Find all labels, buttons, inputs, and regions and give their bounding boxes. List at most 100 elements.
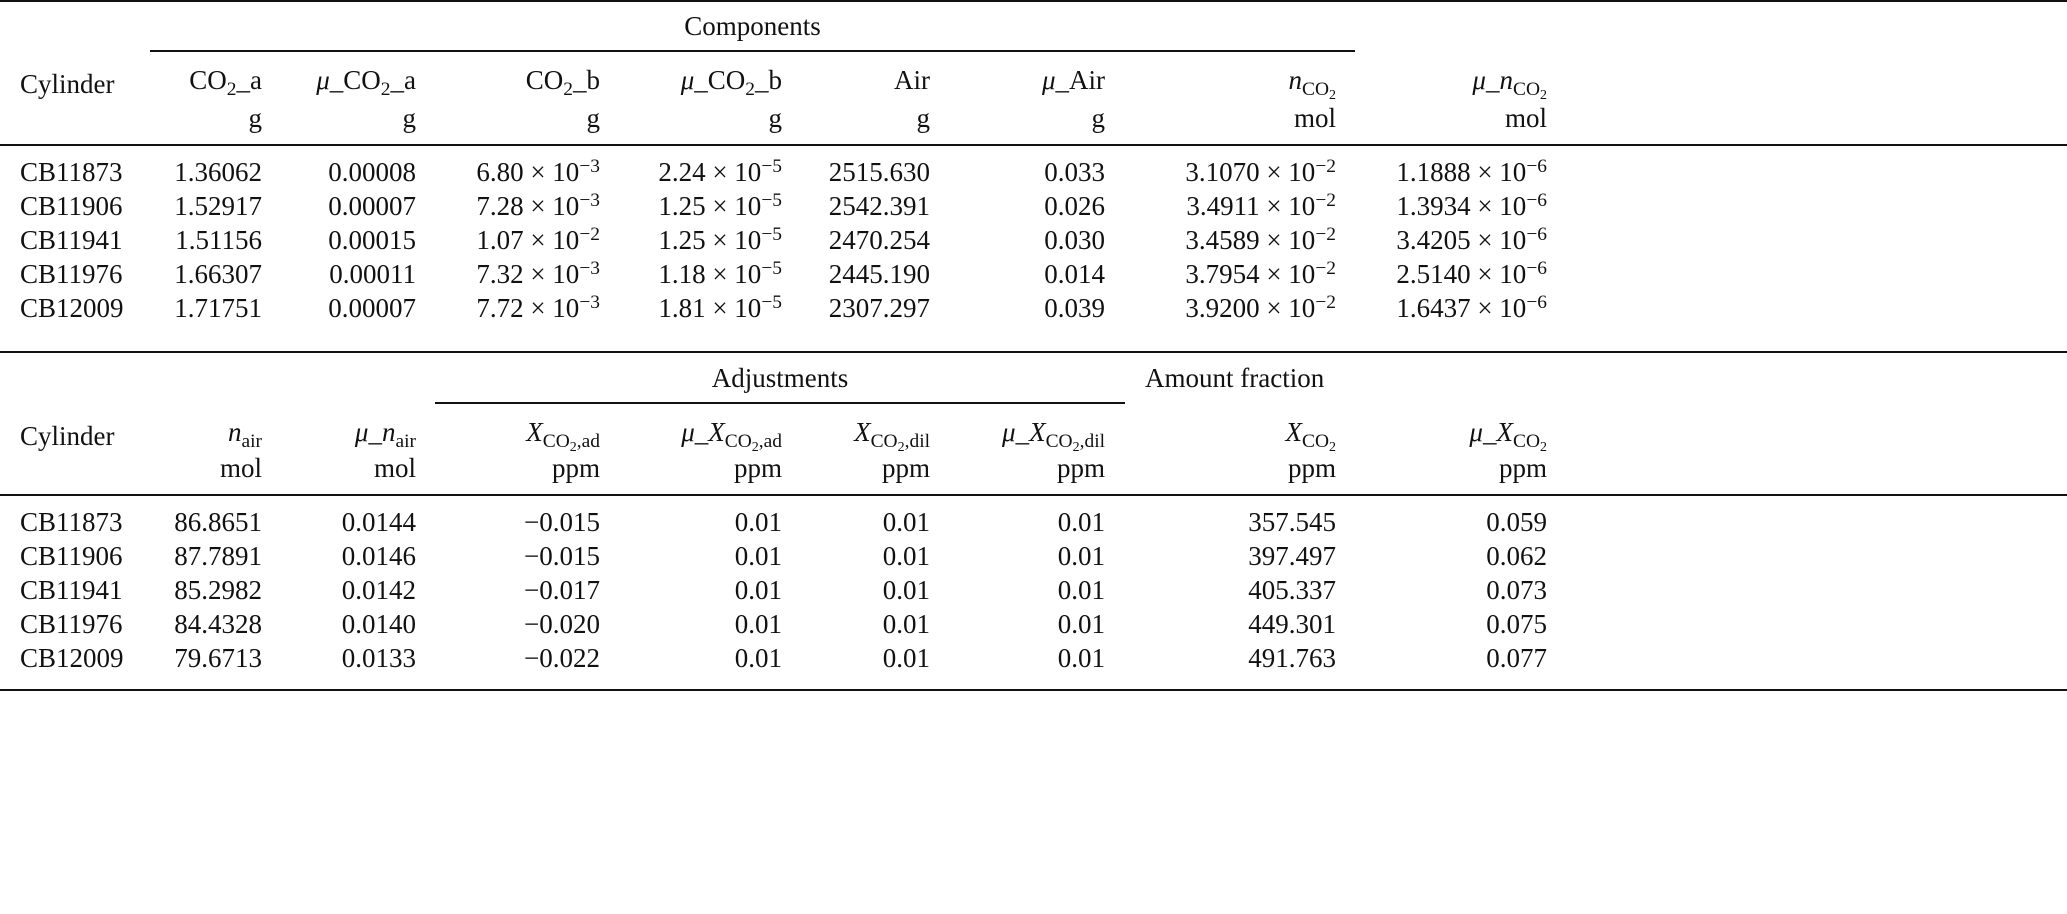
table-cell: 3.9200 × 10−2 <box>1185 292 1336 323</box>
table-cell: 1.71751 <box>174 293 262 323</box>
table-cell: 491.763 <box>1248 643 1336 673</box>
table-cell: 0.01 <box>882 507 930 537</box>
table-cell: 1.1888 × 10−6 <box>1396 156 1547 187</box>
column-unit: ppm <box>1056 453 1105 483</box>
table-cell: 1.51156 <box>175 225 262 255</box>
top-rule <box>0 0 2067 2</box>
header-symbol: X <box>526 417 543 447</box>
header-prefix: μ_ <box>681 417 709 447</box>
table-cell: 0.033 <box>1044 157 1105 187</box>
table-cell: 0.00007 <box>328 191 416 221</box>
cylinder-id: CB11873 <box>20 507 123 537</box>
column-header: nCO2 <box>1288 66 1336 103</box>
header-subscript: CO2 <box>1512 78 1547 104</box>
table-cell: 79.6713 <box>174 643 262 673</box>
table-cell: 85.2982 <box>174 575 262 605</box>
table-cell: 0.014 <box>1044 259 1105 289</box>
table-cell: 3.4589 × 10−2 <box>1185 224 1336 255</box>
column-header: μ_CO2_b <box>680 65 782 100</box>
table-cell: 0.00015 <box>328 225 416 255</box>
header-prefix: μ_ <box>1472 65 1500 95</box>
header-rule-1 <box>0 144 2067 146</box>
table-cell: 1.6437 × 10−6 <box>1396 292 1547 323</box>
column-header: nair <box>228 418 262 451</box>
cylinder-id: CB11976 <box>20 609 123 639</box>
header-subscript: CO2,dil <box>870 430 930 456</box>
table-cell: 0.0133 <box>341 643 416 673</box>
table-cell: 7.28 × 10−3 <box>476 190 600 221</box>
table-cell: 0.01 <box>1057 643 1105 673</box>
header-symbol: X <box>1496 417 1513 447</box>
table-cell: 2470.254 <box>828 225 930 255</box>
table-cell: 1.81 × 10−5 <box>658 292 782 323</box>
table-cell: 6.80 × 10−3 <box>476 156 600 187</box>
table-cell: 3.1070 × 10−2 <box>1185 156 1336 187</box>
column-header: μ_nCO2 <box>1472 65 1547 103</box>
table-cell: 0.01 <box>734 609 782 639</box>
header-subscript: air <box>395 430 416 452</box>
adjustments-cmidrule <box>435 402 1125 404</box>
table-cell: −0.022 <box>524 643 600 673</box>
table-cell: 7.72 × 10−3 <box>476 292 600 323</box>
table-cell: 0.059 <box>1486 507 1547 537</box>
column-header: CO2_a <box>189 65 262 100</box>
header-subscript: CO2 <box>1301 78 1336 104</box>
group-header-amount-fraction: Amount fraction <box>1145 363 1325 393</box>
cylinder-id: CB11941 <box>20 575 123 605</box>
table-cell: 7.32 × 10−3 <box>476 258 600 289</box>
table-cell: 0.00007 <box>328 293 416 323</box>
table-cell: 0.01 <box>734 541 782 571</box>
header-symbol: n <box>381 417 396 447</box>
column-unit: ppm <box>733 453 782 483</box>
header-rule-2 <box>0 494 2067 496</box>
table-cell: 0.030 <box>1044 225 1105 255</box>
header-subscript: CO2,ad <box>724 430 782 456</box>
cylinder-id: CB12009 <box>20 643 124 673</box>
table-cell: 405.337 <box>1248 575 1336 605</box>
table-cell: 1.66307 <box>174 259 262 289</box>
table-cell: 3.7954 × 10−2 <box>1185 258 1336 289</box>
column-unit: mol <box>1504 103 1547 133</box>
table-cell: 1.36062 <box>174 157 262 187</box>
header-symbol: X <box>1029 417 1046 447</box>
table-cell: 0.062 <box>1486 541 1547 571</box>
table-cell: 0.01 <box>1057 575 1105 605</box>
header-prefix: μ_ <box>354 417 382 447</box>
table-cell: 3.4911 × 10−2 <box>1186 190 1336 221</box>
column-unit: mol <box>373 453 416 483</box>
table-cell: 0.073 <box>1486 575 1547 605</box>
table-cell: −0.017 <box>524 575 600 605</box>
table-cell: 2.5140 × 10−6 <box>1396 258 1547 289</box>
column-unit: mol <box>219 453 262 483</box>
table-cell: 0.0146 <box>341 541 416 571</box>
header-symbol: X <box>854 417 871 447</box>
header-subscript: CO2,dil <box>1045 430 1105 456</box>
table-cell: 84.4328 <box>174 609 262 639</box>
column-unit: ppm <box>1287 453 1336 483</box>
table-cell: 449.301 <box>1248 609 1336 639</box>
bottom-rule <box>0 689 2067 691</box>
table-cell: 0.0140 <box>341 609 416 639</box>
table-cell: 397.497 <box>1248 541 1336 571</box>
table-cell: 1.18 × 10−5 <box>658 258 782 289</box>
header-subscript: CO2 <box>1512 430 1547 456</box>
table-cell: 0.01 <box>1057 609 1105 639</box>
table-cell: 1.25 × 10−5 <box>658 190 782 221</box>
table-cell: 0.01 <box>734 643 782 673</box>
column-unit: g <box>586 103 601 133</box>
table-cell: 0.077 <box>1486 643 1547 673</box>
column-header: XCO2,dil <box>854 417 930 455</box>
column-header: μ_Air <box>1041 65 1105 95</box>
header-subscript: CO2,ad <box>542 430 600 456</box>
table-cell: 1.52917 <box>174 191 262 221</box>
table-cell: 0.0144 <box>341 507 416 537</box>
column-header: μ_XCO2,dil <box>1002 417 1105 455</box>
column-unit: g <box>768 103 783 133</box>
column-header: Cylinder <box>20 69 115 99</box>
table-cell: −0.020 <box>524 609 600 639</box>
table-cell: 0.026 <box>1044 191 1105 221</box>
table-cell: 357.545 <box>1248 507 1336 537</box>
table-cell: 0.01 <box>734 575 782 605</box>
table-cell: 1.25 × 10−5 <box>658 224 782 255</box>
header-subscript: air <box>241 430 262 452</box>
